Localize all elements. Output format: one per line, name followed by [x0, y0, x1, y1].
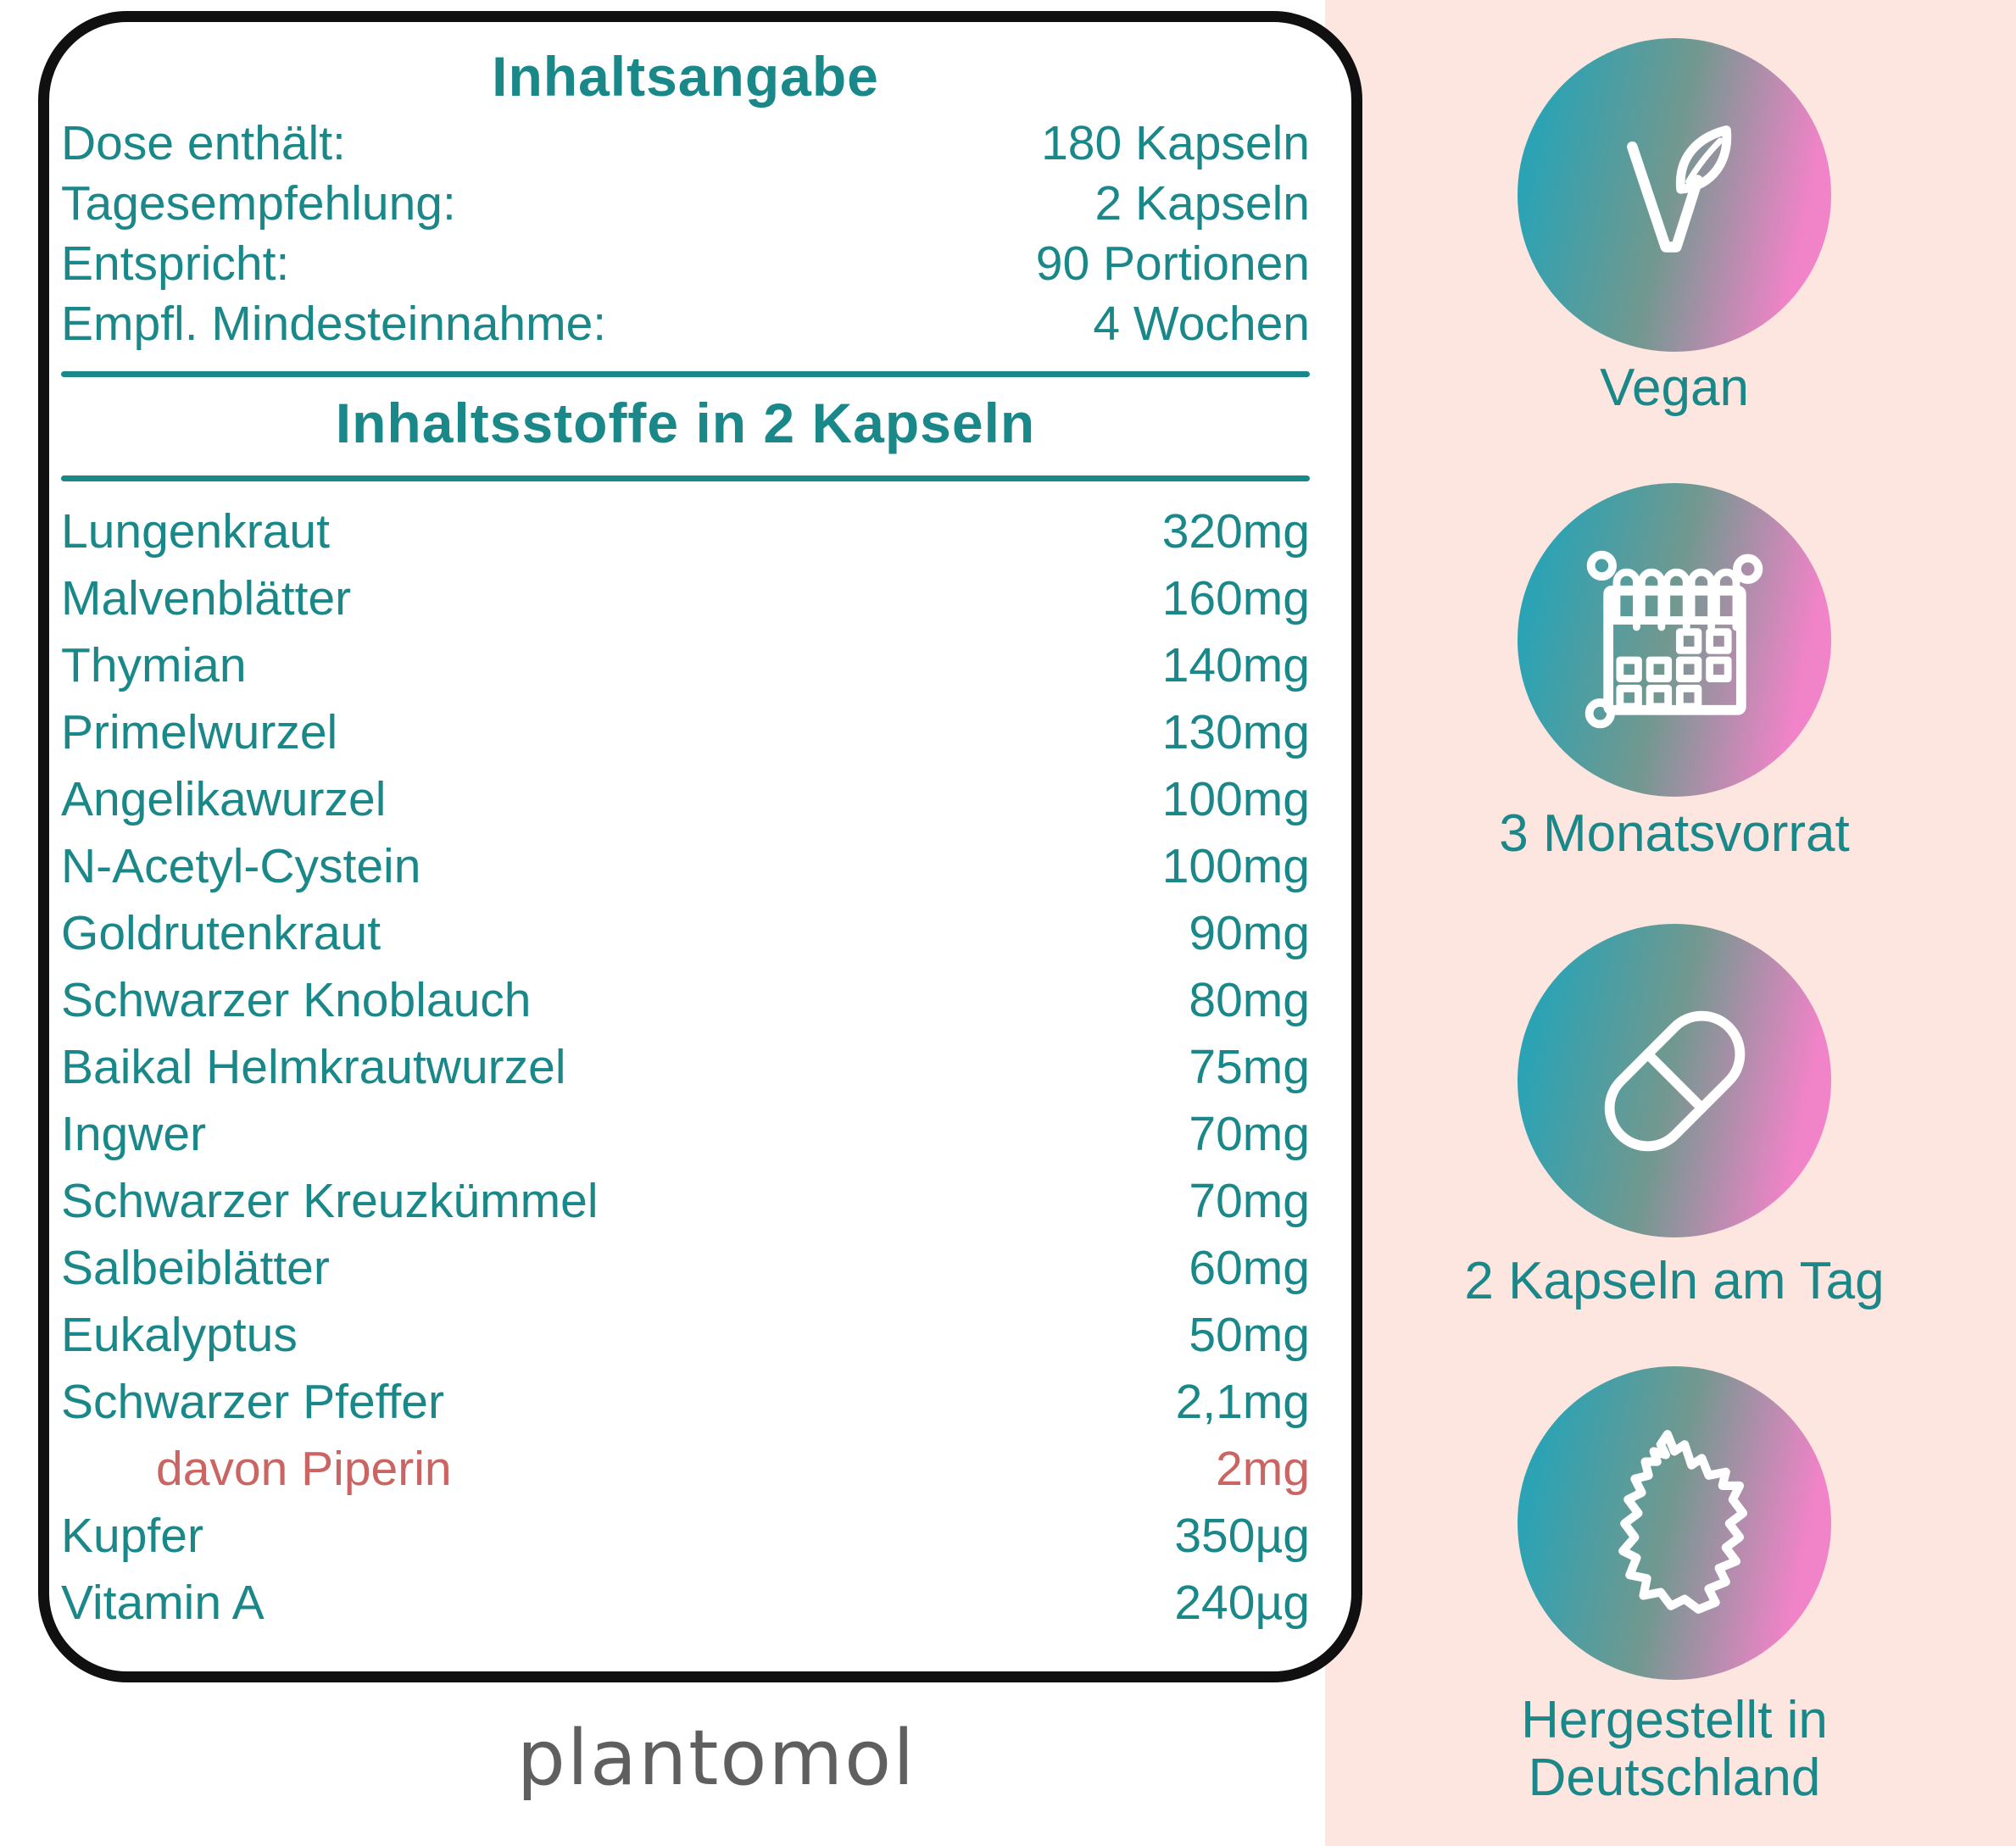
ingredient-name: Primelwurzel: [61, 705, 338, 759]
ingredient-name: Thymian: [61, 638, 247, 692]
info-label: Entspricht:: [61, 236, 290, 291]
vegan-badge: [1518, 38, 1831, 352]
ingredients-list: Lungenkraut 320mg Malvenblätter 160mg Th…: [61, 498, 1310, 1637]
ingredient-amount: 130mg: [1161, 705, 1310, 759]
ingredient-row: davon Piperin 2mg: [61, 1436, 1310, 1503]
badge-label-made-in-germany: Hergestellt in Deutschland: [1361, 1692, 1988, 1807]
ingredient-amount: 350µg: [1174, 1509, 1310, 1563]
ingredient-name: Schwarzer Pfeffer: [61, 1375, 444, 1429]
ingredient-name: Baikal Helmkrautwurzel: [61, 1040, 566, 1094]
ingredient-amount: 2mg: [1216, 1442, 1310, 1496]
divider-line: [61, 475, 1310, 481]
ingredient-row: N-Acetyl-Cystein 100mg: [61, 833, 1310, 900]
germany-map-icon: [1618, 1429, 1748, 1614]
ingredient-amount: 75mg: [1189, 1040, 1310, 1094]
ingredient-amount: 80mg: [1189, 973, 1310, 1027]
ingredient-name: davon Piperin: [156, 1442, 452, 1496]
ingredient-row: Schwarzer Knoblauch 80mg: [61, 967, 1310, 1034]
ingredient-row: Schwarzer Kreuzkümmel 70mg: [61, 1168, 1310, 1235]
info-row: Entspricht: 90 Portionen: [61, 234, 1310, 294]
vegan-leaf-icon: [1626, 125, 1731, 253]
ingredient-row: Goldrutenkraut 90mg: [61, 900, 1310, 967]
ingredient-amount: 90mg: [1189, 906, 1310, 960]
ingredient-name: Angelikawurzel: [61, 772, 387, 826]
info-value: 2 Kapseln: [1094, 176, 1310, 231]
capsule-icon: [1604, 1010, 1745, 1151]
ingredients-section-header: Inhaltsstoffe in 2 Kapseln: [335, 392, 1036, 454]
info-value: 180 Kapseln: [1041, 116, 1310, 170]
ingredient-row: Kupfer 350µg: [61, 1503, 1310, 1570]
info-value: 90 Portionen: [1035, 236, 1310, 291]
ingredient-name: Vitamin A: [61, 1576, 265, 1630]
badge-label-daily-dose: 2 Kapseln am Tag: [1464, 1252, 1885, 1310]
ingredient-row: Vitamin A 240µg: [61, 1570, 1310, 1637]
info-row: Tagesempfehlung: 2 Kapseln: [61, 174, 1310, 234]
ingredient-name: Salbeiblätter: [61, 1241, 330, 1295]
ingredient-amount: 50mg: [1189, 1308, 1310, 1362]
info-label: Empfl. Mindesteinnahme:: [61, 297, 607, 351]
badge-label-vegan: Vegan: [1600, 359, 1749, 417]
badge-label-supply: 3 Monatsvorrat: [1499, 804, 1850, 863]
badge-label-line: Hergestellt in: [1521, 1691, 1828, 1749]
ingredient-amount: 320mg: [1161, 504, 1310, 559]
ingredient-row: Schwarzer Pfeffer 2,1mg: [61, 1369, 1310, 1436]
made-in-germany-badge: [1518, 1366, 1831, 1680]
ingredient-row: Baikal Helmkrautwurzel 75mg: [61, 1034, 1310, 1101]
dosage-info-list: Dose enthält: 180 Kapseln Tagesempfehlun…: [61, 114, 1310, 354]
ingredient-name: Malvenblätter: [61, 571, 352, 626]
ingredient-row: Angelikawurzel 100mg: [61, 766, 1310, 833]
ingredient-name: Kupfer: [61, 1509, 203, 1563]
badge-label-line: Deutschland: [1528, 1749, 1821, 1807]
ingredient-amount: 100mg: [1161, 839, 1310, 893]
calendar-icon: [1584, 550, 1763, 728]
nutrition-facts-card: Inhaltsangabe Dose enthält: 180 Kapseln …: [38, 11, 1362, 1682]
info-row: Dose enthält: 180 Kapseln: [61, 114, 1310, 174]
info-label: Dose enthält:: [61, 116, 346, 170]
ingredient-amount: 160mg: [1161, 571, 1310, 626]
brand-logo: plantomol: [516, 1714, 916, 1803]
supply-badge: [1518, 483, 1831, 797]
ingredient-name: Schwarzer Knoblauch: [61, 973, 532, 1027]
ingredient-name: Goldrutenkraut: [61, 906, 381, 960]
ingredient-row: Eukalyptus 50mg: [61, 1302, 1310, 1369]
info-value: 4 Wochen: [1093, 297, 1310, 351]
ingredient-amount: 240µg: [1174, 1576, 1310, 1630]
daily-dose-badge: [1518, 924, 1831, 1237]
ingredient-row: Primelwurzel 130mg: [61, 699, 1310, 766]
ingredient-amount: 2,1mg: [1175, 1375, 1310, 1429]
ingredient-amount: 100mg: [1161, 772, 1310, 826]
info-row: Empfl. Mindesteinnahme: 4 Wochen: [61, 294, 1310, 354]
ingredient-name: Ingwer: [61, 1107, 207, 1161]
ingredient-name: Schwarzer Kreuzkümmel: [61, 1174, 599, 1228]
ingredient-row: Ingwer 70mg: [61, 1101, 1310, 1168]
ingredient-name: Eukalyptus: [61, 1308, 298, 1362]
card-title: Inhaltsangabe: [492, 45, 879, 108]
divider-line: [61, 371, 1310, 377]
ingredient-name: N-Acetyl-Cystein: [61, 839, 421, 893]
ingredient-amount: 70mg: [1189, 1107, 1310, 1161]
ingredient-row: Lungenkraut 320mg: [61, 498, 1310, 565]
ingredient-amount: 60mg: [1189, 1241, 1310, 1295]
ingredient-amount: 70mg: [1189, 1174, 1310, 1228]
ingredient-amount: 140mg: [1161, 638, 1310, 692]
ingredient-name: Lungenkraut: [61, 504, 330, 559]
ingredient-row: Salbeiblätter 60mg: [61, 1235, 1310, 1302]
info-label: Tagesempfehlung:: [61, 176, 456, 231]
ingredient-row: Malvenblätter 160mg: [61, 565, 1310, 632]
ingredient-row: Thymian 140mg: [61, 632, 1310, 699]
